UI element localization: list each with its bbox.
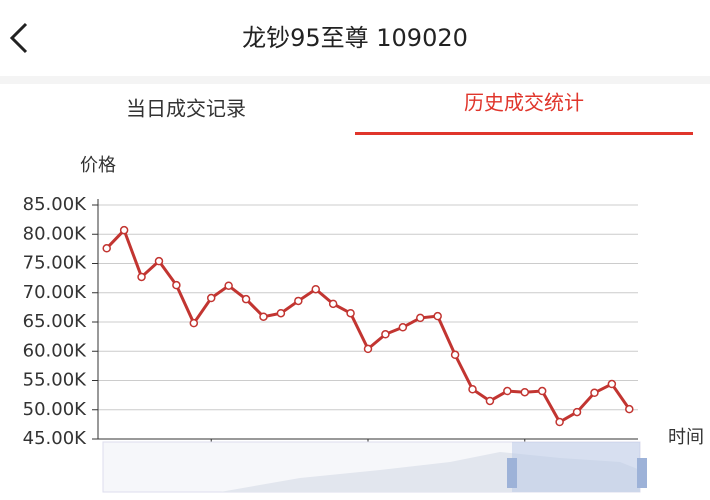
point [503, 386, 512, 396]
point [119, 225, 129, 235]
point [468, 385, 477, 394]
zoom-handle[interactable] [507, 458, 517, 488]
y-tick-label: 60.00K [23, 340, 88, 361]
tab-active[interactable]: 历史成交统计 [464, 91, 584, 115]
y-tick-label: 65.00K [23, 311, 88, 332]
point [537, 386, 547, 396]
point [433, 311, 442, 321]
back-button[interactable] [9, 22, 28, 54]
point [311, 284, 320, 294]
zoom-window[interactable] [512, 442, 640, 492]
point [485, 396, 495, 406]
tab[interactable]: 当日成交记录 [126, 97, 246, 121]
point [206, 293, 216, 303]
point [259, 312, 268, 321]
point [555, 417, 564, 427]
point [224, 281, 233, 290]
line [105, 227, 631, 425]
y-axis-title: 价格 [80, 155, 116, 176]
point [625, 404, 634, 414]
y-tick-label: 45.00K [23, 428, 88, 449]
point [346, 308, 355, 318]
point [102, 244, 111, 253]
y-tick-label: 85.00K [23, 194, 88, 215]
y-tick-label: 80.00K [23, 223, 88, 244]
point [294, 296, 303, 306]
point [590, 388, 599, 398]
point [137, 272, 146, 282]
data-zoom[interactable] [102, 441, 647, 493]
y-tick-label: 55.00K [23, 370, 88, 391]
zoom-handle[interactable] [637, 458, 647, 488]
point [450, 350, 460, 360]
point [520, 387, 530, 397]
point [172, 280, 181, 290]
point [607, 379, 617, 389]
point [276, 308, 286, 318]
tab-underline [355, 132, 693, 135]
header [0, 0, 710, 78]
point [154, 256, 164, 266]
point [416, 313, 425, 323]
y-tick-label: 75.00K [23, 253, 88, 274]
point [572, 407, 582, 417]
x-axis-title: 时间 [668, 427, 704, 448]
point [241, 294, 251, 304]
y-tick-label: 70.00K [23, 282, 88, 303]
point [328, 299, 338, 309]
point [398, 323, 408, 332]
y-tick-label: 50.00K [23, 399, 88, 420]
separator [0, 76, 710, 84]
page-title: 龙钞95至尊 109020 [242, 24, 468, 52]
point [381, 330, 390, 339]
point [189, 318, 199, 328]
point [363, 344, 373, 354]
